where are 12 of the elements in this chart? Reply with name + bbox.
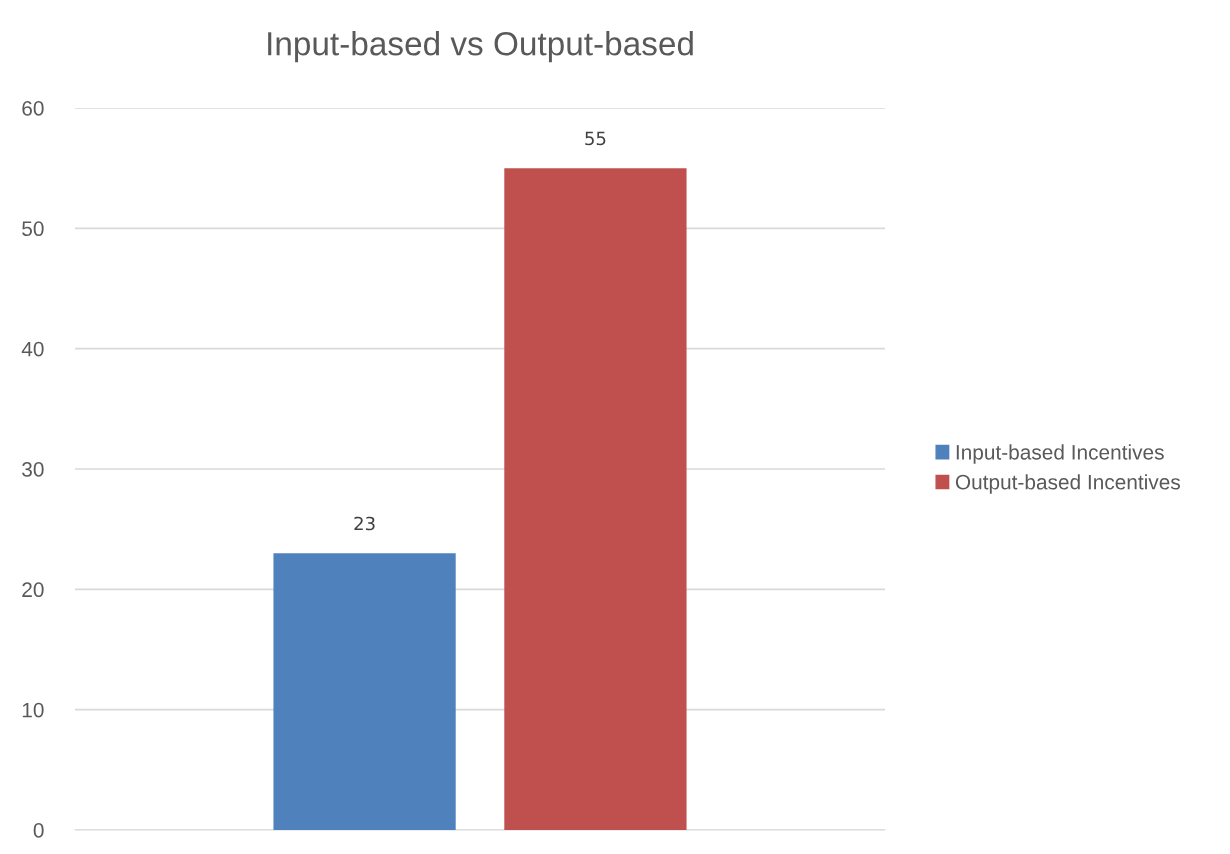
- y-tick-label: 30: [22, 462, 44, 477]
- y-tick-label: 10: [22, 702, 44, 718]
- y-tick-label: 0: [33, 823, 44, 838]
- chart-title: Input-based vs Output-based: [268, 31, 693, 63]
- legend-label: Output-based Incentives: [955, 474, 1180, 494]
- y-tick-label: 40: [21, 341, 44, 357]
- legend-label: Input-based Incentives: [956, 444, 1164, 464]
- data-label: 55: [585, 131, 606, 146]
- y-tick-label: 20: [22, 582, 44, 598]
- y-tick-label: 60: [22, 101, 44, 116]
- data-label: 23: [354, 516, 375, 531]
- y-tick-label: 50: [22, 221, 44, 237]
